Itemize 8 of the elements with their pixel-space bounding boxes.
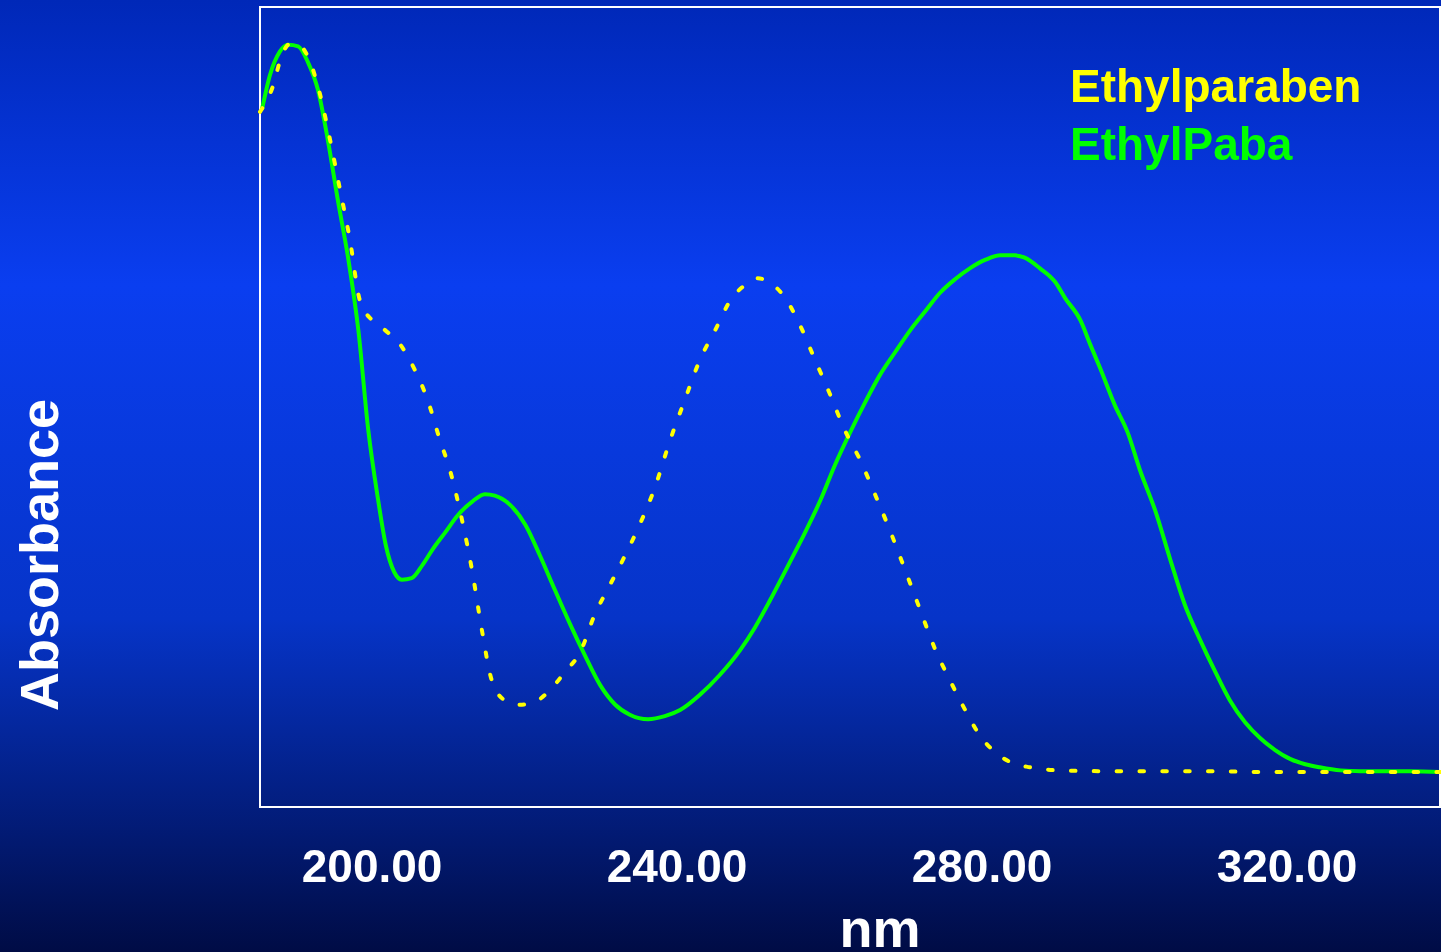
x-axis-title: nm	[839, 898, 921, 952]
x-tick-label: 320.00	[1216, 840, 1358, 892]
x-tick-label: 240.00	[606, 840, 748, 892]
x-tick-label: 280.00	[911, 840, 1053, 892]
text: EthylPaba	[1070, 118, 1293, 170]
text: Ethylparaben	[1070, 60, 1362, 112]
x-tick-label: 200.00	[301, 840, 443, 892]
y-axis-title: Absorbance	[9, 398, 69, 712]
